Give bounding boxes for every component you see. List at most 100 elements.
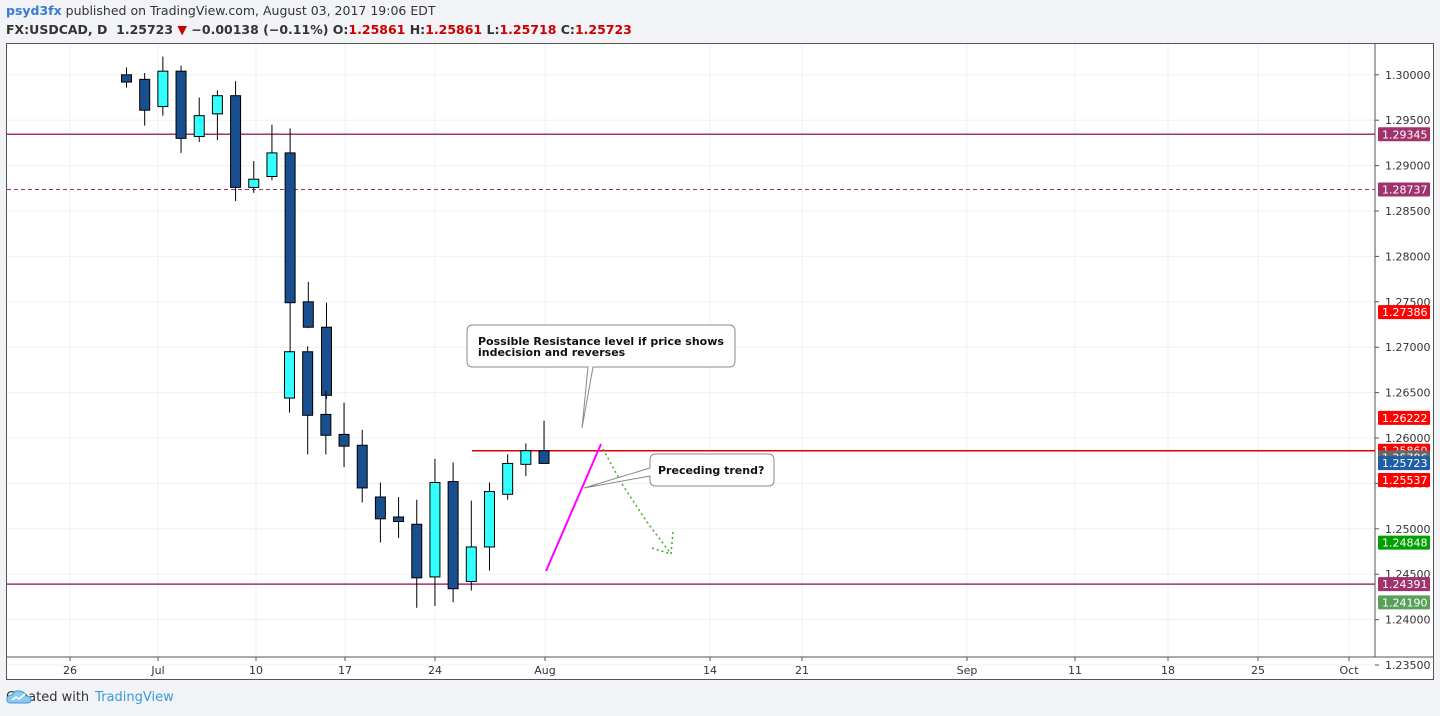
candle-body bbox=[121, 74, 132, 83]
candle-body bbox=[302, 301, 314, 328]
close-label: C: bbox=[560, 22, 575, 37]
candle-body bbox=[520, 450, 532, 465]
symbol-info: FX:USDCAD, D 1.25723 ▼ −0.00138 (−0.11%)… bbox=[6, 22, 632, 37]
candle-body bbox=[429, 481, 441, 578]
price-label-text: 1.27386 bbox=[1382, 306, 1428, 319]
open-value: 1.25861 bbox=[348, 22, 406, 37]
down-arrow-icon: ▼ bbox=[177, 22, 188, 37]
x-tick-label: Aug bbox=[534, 664, 555, 677]
candle-body bbox=[139, 78, 151, 111]
x-tick-label: 25 bbox=[1251, 664, 1265, 677]
y-tick-label: 1.27000 bbox=[1385, 341, 1431, 354]
candle-body bbox=[157, 70, 169, 108]
y-tick-label: 1.25000 bbox=[1385, 523, 1431, 536]
high-value: 1.25861 bbox=[425, 22, 483, 37]
price-label-bg bbox=[1378, 127, 1430, 142]
candle-body bbox=[284, 152, 296, 304]
y-tick-label: 1.30000 bbox=[1385, 69, 1431, 82]
x-tick-label: 21 bbox=[795, 664, 809, 677]
price-label-text: 1.25537 bbox=[1382, 474, 1428, 487]
price-label-bg bbox=[1378, 577, 1430, 592]
x-tick-label: 26 bbox=[63, 664, 77, 677]
publish-info: psyd3fx published on TradingView.com, Au… bbox=[6, 3, 436, 18]
y-tick-label: 1.26000 bbox=[1385, 432, 1431, 445]
x-tick-label: 18 bbox=[1161, 664, 1175, 677]
low-label: L: bbox=[486, 22, 500, 37]
candlestick-chart[interactable]: 26 Jul 10 17 24 Aug 14 21 Sep 11 18 25 Oct 1.30000 1.2… bbox=[7, 44, 1433, 679]
x-tick-label: Sep bbox=[957, 664, 978, 677]
low-value: 1.25718 bbox=[499, 22, 557, 37]
price-label-text: 1.25723 bbox=[1382, 457, 1428, 470]
candle-body bbox=[374, 496, 386, 520]
resistance-callout: Possible Resistance level if price shows… bbox=[466, 324, 736, 429]
candle-body bbox=[211, 95, 223, 115]
price-label-text: 1.28737 bbox=[1382, 183, 1428, 196]
tradingview-cloud-icon[interactable] bbox=[6, 690, 32, 704]
callout-bubble bbox=[583, 453, 775, 489]
callout-bubble bbox=[466, 324, 736, 429]
open-label: O: bbox=[332, 22, 349, 37]
y-tick-label: 1.23500 bbox=[1385, 659, 1431, 672]
trend-callout: Preceding trend? bbox=[583, 453, 775, 489]
price-label-bg bbox=[1378, 182, 1430, 197]
price-label-text: 1.29345 bbox=[1382, 128, 1428, 141]
price-label-bg bbox=[1378, 305, 1430, 320]
price-label-text: 1.24190 bbox=[1382, 596, 1428, 609]
candle-body bbox=[266, 152, 278, 177]
y-tick-label: 1.26500 bbox=[1385, 387, 1431, 400]
candle-body bbox=[356, 444, 368, 489]
price-label-text: 1.24391 bbox=[1382, 578, 1428, 591]
candle-body bbox=[483, 491, 495, 548]
candle-body bbox=[447, 481, 459, 590]
candle-body bbox=[230, 95, 242, 188]
close-value: 1.25723 bbox=[574, 22, 632, 37]
price-label-bg bbox=[1378, 535, 1430, 550]
candle-body bbox=[502, 462, 514, 495]
chart-frame[interactable]: 26 Jul 10 17 24 Aug 14 21 Sep 11 18 25 Oct 1.30000 1.2… bbox=[6, 43, 1434, 680]
last-price: 1.25723 bbox=[116, 22, 174, 37]
candle-body bbox=[284, 351, 295, 399]
projection-arrow bbox=[602, 448, 672, 555]
price-label-text: 1.24848 bbox=[1382, 537, 1428, 550]
x-tick-label: 11 bbox=[1068, 664, 1082, 677]
candle-body bbox=[248, 178, 260, 188]
x-tick-label: Jul bbox=[150, 664, 164, 677]
candle-body bbox=[338, 433, 350, 447]
callout-text: Possible Resistance level if price shows bbox=[478, 335, 724, 348]
x-tick-label: 10 bbox=[249, 664, 263, 677]
callout-text: indecision and reverses bbox=[478, 346, 626, 359]
author-link[interactable]: psyd3fx bbox=[6, 3, 62, 18]
y-tick-label: 1.28500 bbox=[1385, 205, 1431, 218]
price-label-bg bbox=[1378, 595, 1430, 610]
price-change: −0.00138 (−0.11%) bbox=[191, 22, 329, 37]
price-label-bg bbox=[1378, 473, 1430, 488]
high-label: H: bbox=[409, 22, 426, 37]
candle-body bbox=[175, 70, 187, 139]
footer: Created with TradingView bbox=[6, 690, 174, 705]
candle-body bbox=[302, 351, 314, 416]
y-tick-label: 1.29500 bbox=[1385, 114, 1431, 127]
price-label-text: 1.26222 bbox=[1382, 412, 1428, 425]
price-label-bg bbox=[1378, 410, 1430, 425]
candle-body bbox=[320, 413, 332, 436]
price-label-bg bbox=[1378, 456, 1430, 471]
candle-body bbox=[393, 516, 405, 523]
candle-body bbox=[465, 546, 477, 582]
candle-body bbox=[320, 326, 332, 396]
candle-body bbox=[538, 450, 550, 464]
y-tick-label: 1.29000 bbox=[1385, 160, 1431, 173]
y-tick-label: 1.28000 bbox=[1385, 250, 1431, 263]
x-tick-label: Oct bbox=[1339, 664, 1359, 677]
callout-text: Preceding trend? bbox=[658, 464, 764, 477]
x-tick-label: 24 bbox=[428, 664, 442, 677]
projection-arrow-head bbox=[651, 531, 674, 555]
y-tick-label: 1.24000 bbox=[1385, 614, 1431, 627]
symbol-name: FX:USDCAD, D bbox=[6, 22, 108, 37]
candle-body bbox=[193, 115, 205, 138]
x-tick-label: 14 bbox=[703, 664, 717, 677]
tradingview-brand-link[interactable]: TradingView bbox=[95, 690, 174, 705]
candle-body bbox=[411, 523, 423, 579]
publish-text: published on TradingView.com, August 03,… bbox=[65, 3, 436, 18]
trend-line bbox=[545, 443, 602, 572]
x-tick-label: 17 bbox=[338, 664, 352, 677]
